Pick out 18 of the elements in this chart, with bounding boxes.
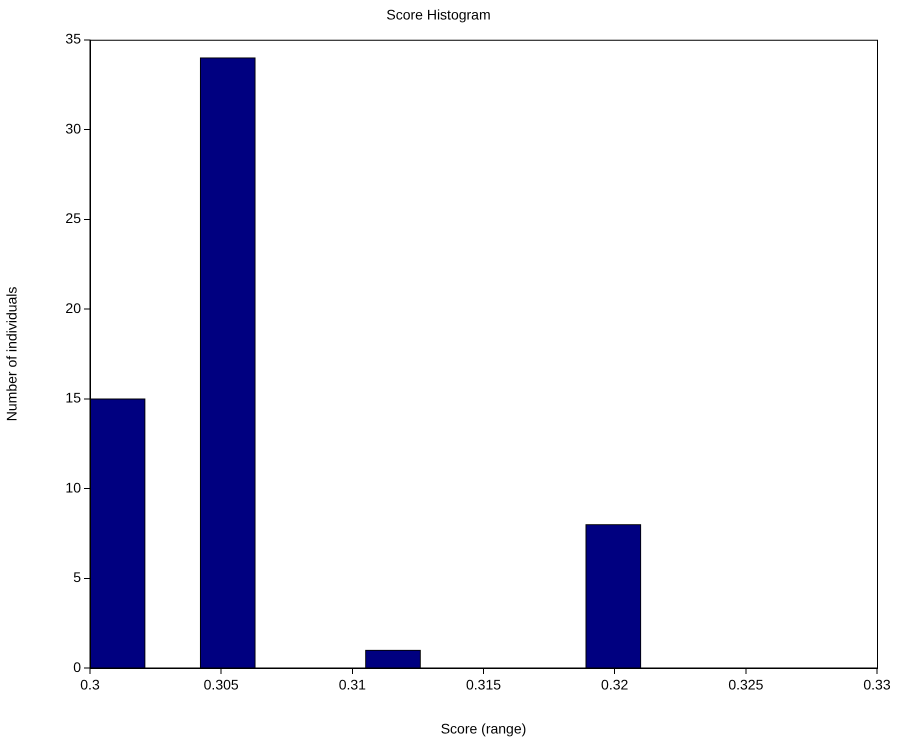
- y-tick-label: 10: [65, 479, 82, 496]
- y-axis-title: Number of individuals: [3, 286, 20, 422]
- x-tick-label: 0.325: [728, 676, 764, 692]
- x-tick-label: 0.33: [863, 676, 891, 692]
- y-tick-label: 35: [65, 30, 82, 47]
- x-tick-label: 0.32: [601, 676, 629, 692]
- x-tick-label: 0.31: [338, 676, 366, 692]
- y-tick-label: 20: [65, 300, 82, 316]
- x-axis-title: Score (range): [440, 720, 526, 736]
- y-tick-label: 5: [73, 569, 82, 586]
- x-tick-label: 0.315: [466, 676, 502, 692]
- chart-title: Score Histogram: [386, 6, 491, 22]
- y-tick-label: 15: [65, 390, 82, 406]
- x-tick-label: 0.3: [80, 676, 100, 692]
- y-tick-label: 0: [73, 658, 82, 675]
- y-tick-label: 25: [65, 210, 82, 226]
- x-tick-label: 0.305: [204, 676, 239, 692]
- y-tick-label: 30: [65, 120, 82, 136]
